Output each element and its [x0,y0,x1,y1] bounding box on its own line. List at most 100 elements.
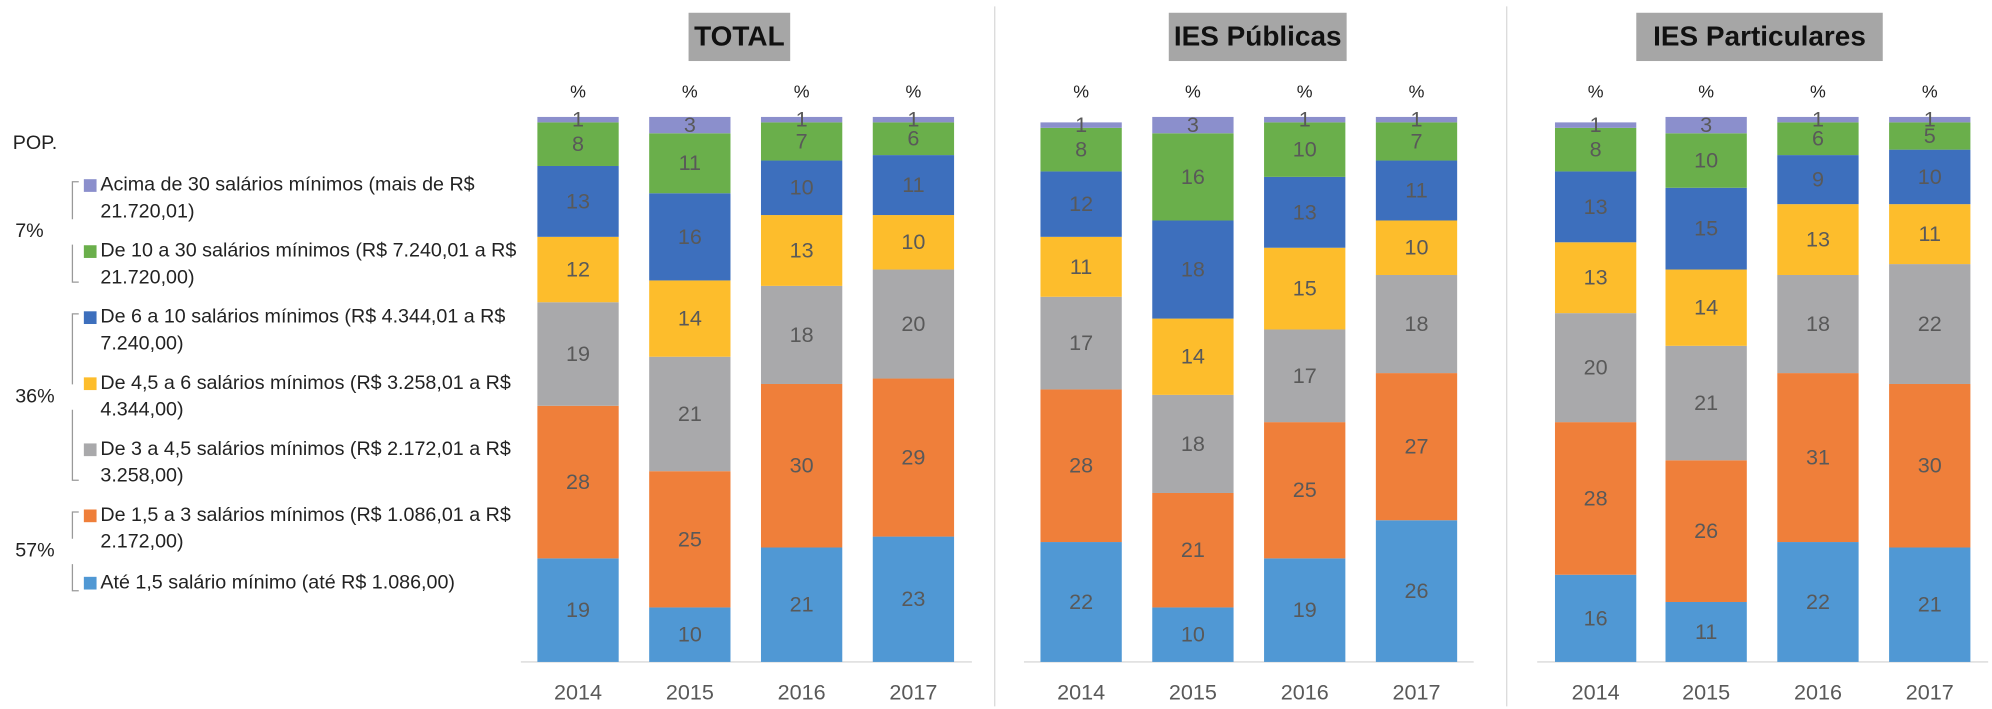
unit-label: % [794,81,810,101]
unit-label: % [1409,81,1425,101]
data-label: 10 [1293,137,1317,162]
legend-label: De 3 a 4,5 salários mínimos (R$ 2.172,01… [100,438,511,487]
data-label: 13 [1806,227,1830,252]
data-label: 29 [901,445,925,470]
data-label: 18 [790,322,814,347]
bar-segment [1554,313,1637,423]
data-label: 18 [1404,311,1428,336]
legend-swatch [83,576,97,590]
chart-title: TOTAL [694,21,785,52]
unit-label: % [1185,81,1201,101]
unit-label: % [1297,81,1313,101]
data-label: 11 [1695,619,1717,644]
data-label: 1 [1924,107,1936,132]
data-label: 17 [1069,330,1093,355]
bar-segment [1777,122,1859,156]
data-label: 30 [790,453,814,478]
x-tick-label: 2014 [1057,679,1105,704]
legend-bracket [71,181,79,283]
data-label: 5 [1924,123,1936,148]
bar-segment [1264,122,1346,177]
bar-segment [1554,127,1637,172]
bar-segment [1152,116,1234,134]
legend-label: De 4,5 a 6 salários mínimos (R$ 3.258,01… [100,372,511,421]
data-label: 22 [1806,589,1830,614]
bar-segment [1375,160,1458,221]
data-label: 13 [1584,194,1608,219]
bar-segment [1554,574,1637,662]
unit-label: % [1588,81,1604,101]
data-label: 25 [678,526,702,551]
data-label: 15 [1694,216,1718,241]
bar-segment [1375,116,1458,123]
unit-label: % [1810,81,1826,101]
data-label: 8 [1590,137,1602,162]
bar-segment [649,471,731,608]
x-tick-label: 2015 [1169,679,1217,704]
bar-segment [760,116,843,123]
data-label: 20 [901,311,925,336]
bar-segment [872,116,955,123]
data-label: 23 [901,586,925,611]
x-tick-label: 2015 [666,679,714,704]
data-label: 28 [1584,485,1608,510]
bar-segment [1665,601,1747,662]
data-label: 19 [566,341,590,366]
bar-segment [649,193,731,281]
bar-segment [1777,204,1859,275]
legend-label-box: De 4,5 a 6 salários mínimos (R$ 3.258,01… [100,372,511,421]
bar-segment [537,116,619,123]
bar-segment [760,285,843,384]
data-label: 26 [1404,578,1428,603]
data-label: 30 [1918,453,1942,478]
bar-segment [1040,296,1122,390]
data-label: 6 [907,126,919,151]
data-label: 13 [566,188,590,213]
legend-swatch [83,443,97,457]
data-label: 10 [678,622,702,647]
legend-label-box: De 1,5 a 3 salários mínimos (R$ 1.086,01… [100,504,510,552]
bar-segment [1264,247,1346,330]
bar-segment [1040,171,1122,237]
legend-label-box: Acima de 30 salários mínimos (mais de R$… [100,174,475,223]
bar-segment [1665,345,1747,461]
legend-swatch [83,179,97,192]
data-label: 8 [572,131,584,156]
title-box [1168,12,1347,62]
legend-label: Até 1,5 salário mínimo (até R$ 1.086,00) [100,571,456,594]
legend-label: Acima de 30 salários mínimos (mais de R$… [100,174,475,223]
bar-segment [537,558,619,662]
legend-label-box: De 10 a 30 salários mínimos (R$ 7.240,01… [100,240,516,288]
unit-label: % [1922,81,1938,101]
bar-segment [1040,122,1122,128]
title-box [688,12,791,62]
bar-segment [760,122,843,161]
unit-label: % [682,81,698,101]
data-label: 14 [1181,344,1205,369]
bar-segment [1777,373,1859,543]
bar-segment [1665,133,1747,188]
data-label: 25 [1293,477,1317,502]
bar-segment [1375,274,1458,374]
data-label: 16 [1584,605,1608,630]
bar-segment [1040,127,1122,172]
legend-swatch [83,377,97,391]
bar-segment [1554,242,1637,314]
x-tick-label: 2016 [1794,679,1842,704]
bar-segment [760,547,843,662]
bar-segment [1889,383,1971,548]
bar-segment [1665,460,1747,602]
data-label: 7 [796,128,808,153]
bar-segment [1375,373,1458,521]
data-label: 1 [907,107,919,132]
bar-segment [1375,220,1458,275]
data-label: 11 [679,150,701,175]
group-label: 57% [15,540,54,562]
data-label: 19 [1293,597,1317,622]
data-label: 8 [1075,137,1087,162]
bar-segment [1152,492,1234,608]
unit-label: % [1698,81,1714,101]
bar-segment [1040,236,1122,297]
legend-label-box: De 3 a 4,5 salários mínimos (R$ 2.172,01… [100,438,511,487]
bar-segment [1777,116,1859,123]
